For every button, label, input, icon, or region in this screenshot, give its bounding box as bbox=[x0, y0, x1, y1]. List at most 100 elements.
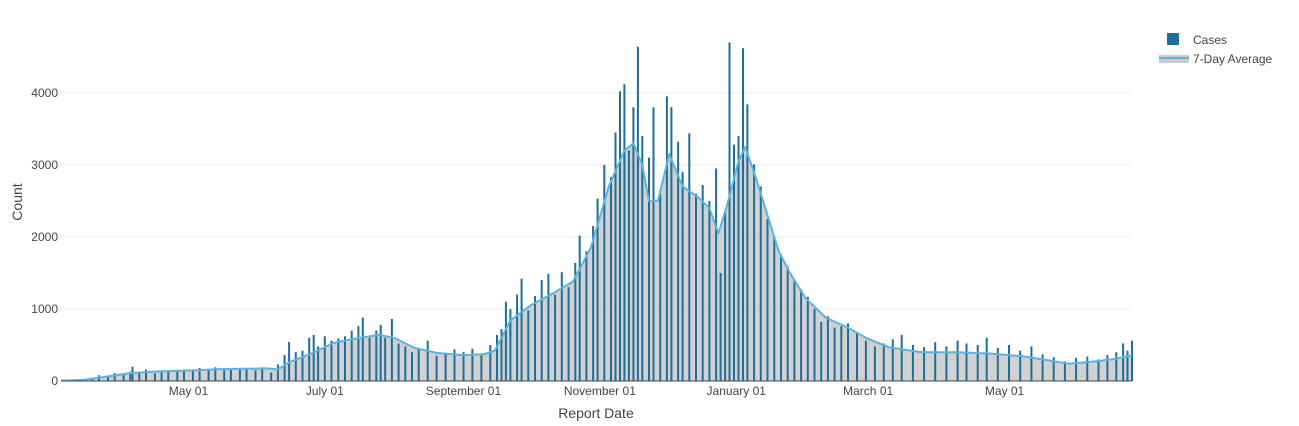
case-bar bbox=[337, 339, 339, 382]
legend[interactable]: Cases 7-Day Average bbox=[1159, 33, 1272, 66]
case-bar bbox=[840, 326, 842, 381]
case-bar bbox=[398, 344, 400, 382]
case-bar bbox=[977, 345, 979, 381]
case-bar bbox=[277, 364, 279, 381]
case-bar bbox=[780, 254, 782, 381]
case-bar bbox=[957, 341, 959, 381]
case-bar bbox=[208, 370, 210, 382]
case-bar bbox=[724, 212, 726, 381]
case-bar bbox=[610, 177, 612, 381]
average-area-layer bbox=[61, 143, 1132, 381]
case-bar bbox=[1075, 358, 1077, 381]
case-bar bbox=[1115, 352, 1117, 381]
case-bar bbox=[682, 172, 684, 381]
case-bar bbox=[847, 323, 849, 381]
case-bar bbox=[427, 341, 429, 381]
case-bar bbox=[521, 279, 523, 381]
x-tick-label: May 01 bbox=[169, 384, 209, 398]
case-bar bbox=[865, 341, 867, 381]
case-bar bbox=[986, 338, 988, 381]
case-bar bbox=[708, 201, 710, 381]
case-bar bbox=[436, 356, 438, 381]
y-tick-label: 4000 bbox=[31, 86, 58, 100]
case-bar bbox=[720, 273, 722, 381]
case-bar bbox=[800, 290, 802, 382]
case-bar bbox=[270, 372, 272, 381]
case-bar bbox=[246, 369, 248, 381]
case-bar bbox=[384, 338, 386, 381]
case-bar bbox=[592, 226, 594, 381]
y-tick-label: 1000 bbox=[31, 302, 58, 316]
case-bar bbox=[934, 342, 936, 381]
x-tick-label: September 01 bbox=[426, 384, 502, 398]
case-bar bbox=[331, 341, 333, 381]
y-tick-label: 3000 bbox=[31, 158, 58, 172]
case-bar bbox=[585, 251, 587, 381]
case-bar bbox=[505, 302, 507, 381]
y-tick-label: 2000 bbox=[31, 230, 58, 244]
x-tick-label: March 01 bbox=[843, 384, 893, 398]
case-bar bbox=[295, 352, 297, 381]
case-bar bbox=[547, 274, 549, 381]
case-bar bbox=[1064, 362, 1066, 382]
case-bar bbox=[1030, 346, 1032, 381]
case-bar bbox=[688, 133, 690, 381]
x-tick-label: November 01 bbox=[564, 384, 636, 398]
case-bar bbox=[637, 47, 639, 381]
x-tick-label: May 01 bbox=[985, 384, 1025, 398]
case-bar bbox=[418, 348, 420, 381]
case-bar bbox=[463, 352, 465, 381]
case-bar bbox=[746, 104, 748, 381]
case-bar bbox=[892, 339, 894, 381]
case-bar bbox=[966, 344, 968, 382]
case-bar bbox=[527, 310, 529, 381]
case-bar bbox=[579, 236, 581, 382]
case-bar bbox=[489, 345, 491, 381]
case-bar bbox=[308, 338, 310, 381]
case-bar bbox=[357, 326, 359, 381]
case-bar bbox=[787, 267, 789, 382]
case-bar bbox=[516, 295, 518, 381]
case-bar bbox=[807, 297, 809, 381]
case-bar bbox=[659, 194, 661, 381]
case-bar bbox=[445, 354, 447, 381]
case-bar bbox=[161, 372, 163, 381]
case-bar bbox=[856, 332, 858, 381]
legend-item-7-day-average[interactable]: 7-Day Average bbox=[1159, 52, 1272, 66]
case-bar bbox=[284, 355, 286, 381]
case-bar bbox=[814, 309, 816, 381]
case-bar bbox=[471, 349, 473, 381]
case-bar bbox=[773, 237, 775, 381]
case-bar bbox=[541, 280, 543, 381]
case-bar bbox=[411, 352, 413, 381]
case-bar bbox=[742, 48, 744, 381]
case-bar bbox=[369, 338, 371, 381]
case-bar bbox=[1086, 357, 1088, 382]
case-bar bbox=[344, 336, 346, 381]
case-bar bbox=[239, 370, 241, 382]
case-bar bbox=[753, 164, 755, 381]
case-bar bbox=[767, 219, 769, 381]
case-bar bbox=[834, 328, 836, 381]
x-tick-label: July 01 bbox=[306, 384, 344, 398]
case-bar bbox=[901, 335, 903, 381]
legend-item-cases[interactable]: Cases bbox=[1167, 33, 1227, 47]
case-bar bbox=[568, 287, 570, 381]
case-bar bbox=[255, 370, 257, 381]
legend-swatch-cases bbox=[1167, 33, 1179, 45]
average-area bbox=[61, 143, 1132, 381]
case-bar bbox=[1008, 345, 1010, 381]
case-bar bbox=[534, 296, 536, 381]
x-axis-title: Report Date bbox=[558, 405, 634, 421]
case-bar bbox=[375, 331, 377, 381]
case-bar bbox=[1122, 344, 1124, 382]
case-bar bbox=[480, 354, 482, 381]
case-bar bbox=[176, 372, 178, 381]
case-bar bbox=[827, 316, 829, 381]
case-bar bbox=[619, 91, 621, 381]
y-axis-title: Count bbox=[9, 183, 25, 220]
case-bar bbox=[154, 373, 156, 381]
case-bar bbox=[632, 107, 634, 381]
case-bar bbox=[302, 351, 304, 381]
